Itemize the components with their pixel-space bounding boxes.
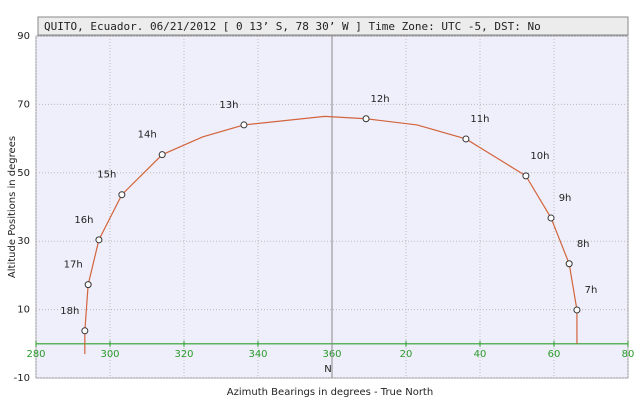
hour-marker — [565, 260, 573, 268]
hour-marker — [81, 327, 89, 335]
y-tick-label: 50 — [17, 168, 30, 179]
hour-label: 13h — [219, 100, 238, 111]
hour-marker — [547, 214, 555, 222]
y-tick-label: 10 — [17, 305, 30, 316]
hour-label: 17h — [64, 260, 83, 271]
hour-label: 7h — [585, 285, 598, 296]
hour-marker — [158, 151, 166, 159]
x-tick-label: 20 — [400, 349, 413, 360]
north-label: N — [324, 364, 331, 375]
title-box — [37, 16, 629, 36]
x-tick-label: 340 — [248, 349, 267, 360]
x-tick-label: 40 — [474, 349, 487, 360]
hour-label: 9h — [559, 193, 572, 204]
hour-label: 8h — [577, 239, 590, 250]
y-tick-label: 70 — [17, 99, 30, 110]
y-tick-label: 30 — [17, 236, 30, 247]
hour-marker — [462, 135, 470, 143]
hour-marker — [84, 281, 92, 289]
hour-marker — [522, 172, 530, 180]
x-axis-label: Azimuth Bearings in degrees - True North — [227, 387, 433, 398]
x-tick-label: 80 — [622, 349, 635, 360]
hour-label: 11h — [470, 114, 489, 125]
hour-marker — [118, 191, 126, 199]
hour-label: 15h — [97, 170, 116, 181]
hour-label: 14h — [138, 130, 157, 141]
sun-path — [84, 115, 578, 355]
hour-marker — [240, 121, 248, 129]
x-tick-label: 60 — [548, 349, 561, 360]
hour-label: 10h — [530, 151, 549, 162]
hour-label: 12h — [371, 94, 390, 105]
chart-title: QUITO, Ecuador. 06/21/2012 [ 0 13’ S, 78… — [44, 20, 541, 33]
hour-marker — [362, 115, 370, 123]
x-tick-label: 320 — [174, 349, 193, 360]
hour-marker — [95, 236, 103, 244]
y-axis-label: Altitude Positions in degrees — [7, 136, 18, 278]
y-tick-label: 90 — [17, 31, 30, 42]
hour-label: 18h — [60, 306, 79, 317]
hour-marker — [573, 306, 581, 314]
hour-label: 16h — [74, 215, 93, 226]
y-tick-label: -10 — [14, 373, 30, 384]
x-tick-label: 300 — [100, 349, 119, 360]
x-tick-label: 280 — [26, 349, 45, 360]
